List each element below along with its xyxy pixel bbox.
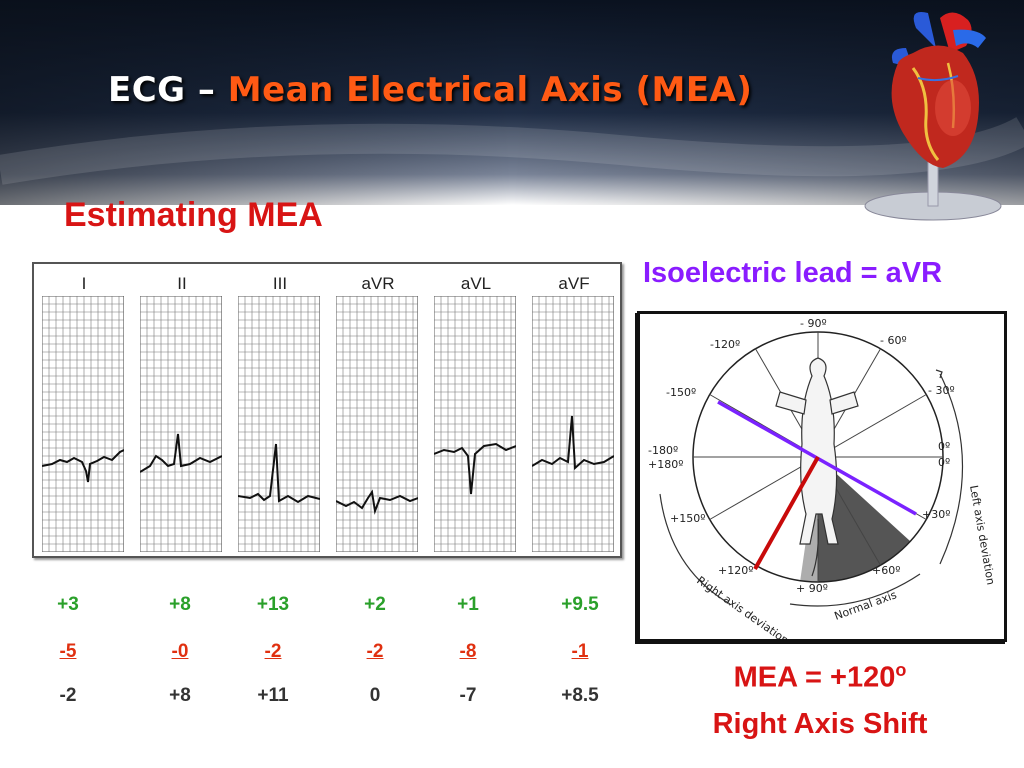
ecg-strip-avl bbox=[434, 296, 516, 552]
angle-label: 0º bbox=[938, 456, 950, 469]
lead-avf-negative: -1 bbox=[571, 641, 589, 662]
normal-axis-arrow bbox=[789, 573, 921, 607]
lead-label-avf: aVF bbox=[558, 274, 590, 293]
heart-model-image bbox=[864, 12, 1002, 221]
lead-avl-positive: +1 bbox=[457, 594, 479, 615]
ecg-strip-avr bbox=[336, 296, 418, 552]
axis-shift-result: Right Axis Shift bbox=[712, 708, 928, 740]
left-deviation-arrow bbox=[939, 373, 963, 565]
lead-avl-net: -7 bbox=[459, 685, 477, 706]
angle-labels: - 90º - 60º - 30º 0º 0º +30º +60º + 90º … bbox=[648, 317, 955, 595]
hexaxial-axis-diagram: - 90º - 60º - 30º 0º 0º +30º +60º + 90º … bbox=[648, 317, 997, 647]
lead-avr-negative: -2 bbox=[366, 641, 384, 662]
lead-label-avr: aVR bbox=[361, 274, 395, 293]
angle-label: +150º bbox=[670, 512, 705, 525]
angle-label: - 90º bbox=[800, 317, 827, 330]
angle-label: +120º bbox=[718, 564, 753, 577]
degree-symbol: o bbox=[895, 660, 907, 680]
title-prefix: ECG – bbox=[108, 70, 228, 110]
lead-label-iii: III bbox=[272, 274, 288, 293]
ecg-strips-panel: I II III aVR aVL aVF bbox=[32, 262, 622, 558]
dog-outline bbox=[775, 357, 859, 577]
mea-value: MEA = +120 bbox=[733, 661, 896, 694]
mea-vector-line bbox=[753, 456, 820, 570]
lead-label-avl: aVL bbox=[460, 274, 492, 293]
angle-label: -150º bbox=[666, 386, 696, 399]
normal-axis-label: Normal axis bbox=[833, 588, 899, 623]
title-main: Mean Electrical Axis (MEA) bbox=[227, 70, 753, 110]
left-axis-deviation-label: Left axis deviation bbox=[967, 484, 997, 586]
lead-iii-negative: -2 bbox=[264, 641, 282, 662]
lead-avf-net: +8.5 bbox=[561, 685, 599, 706]
normal-axis-wedge bbox=[818, 457, 910, 582]
ecg-strip-avf bbox=[532, 296, 614, 552]
isoelectric-lead-label: Isoelectric lead = aVR bbox=[643, 257, 943, 289]
angle-label: 0º bbox=[938, 440, 950, 453]
mea-result: MEA = +120o bbox=[660, 660, 980, 695]
right-axis-deviation-label: Right axis deviation bbox=[694, 574, 791, 639]
lead-i-net: -2 bbox=[59, 685, 77, 706]
angle-label: -120º bbox=[710, 338, 740, 351]
lead-ii-positive: +8 bbox=[169, 594, 191, 615]
slide-title: ECG – Mean Electrical Axis (MEA) bbox=[108, 70, 752, 110]
angle-label: - 60º bbox=[880, 334, 907, 347]
right-deviation-arrow bbox=[659, 493, 731, 605]
angle-label: +180º bbox=[648, 458, 683, 471]
ecg-strip-ii bbox=[140, 296, 222, 552]
lead-ii-negative: -0 bbox=[171, 641, 189, 662]
lead-avr-positive: +2 bbox=[364, 594, 386, 615]
angle-label: + 90º bbox=[796, 582, 828, 595]
angle-label: -180º bbox=[648, 444, 678, 457]
axis-diagram-frame: - 90º - 60º - 30º 0º 0º +30º +60º + 90º … bbox=[637, 311, 1007, 647]
lead-iii-net: +11 bbox=[257, 685, 289, 706]
ecg-strip-iii bbox=[238, 296, 320, 552]
lead-avf-positive: +9.5 bbox=[561, 594, 599, 615]
lead-ii-net: +8 bbox=[169, 685, 191, 706]
lead-iii-positive: +13 bbox=[256, 594, 290, 615]
lead-i-negative: -5 bbox=[59, 641, 77, 662]
ecg-strip-i bbox=[42, 296, 124, 552]
lead-label-i: I bbox=[81, 274, 87, 293]
slide-header-background bbox=[0, 0, 1024, 205]
lead-label-ii: II bbox=[177, 274, 187, 293]
section-heading: Estimating MEA bbox=[64, 196, 323, 234]
lead-avl-negative: -8 bbox=[459, 641, 477, 662]
angle-label: +60º bbox=[872, 564, 900, 577]
angle-label: - 30º bbox=[928, 384, 955, 397]
angle-label: +30º bbox=[922, 508, 950, 521]
lead-avr-net: 0 bbox=[369, 685, 381, 706]
lead-i-positive: +3 bbox=[57, 594, 79, 615]
